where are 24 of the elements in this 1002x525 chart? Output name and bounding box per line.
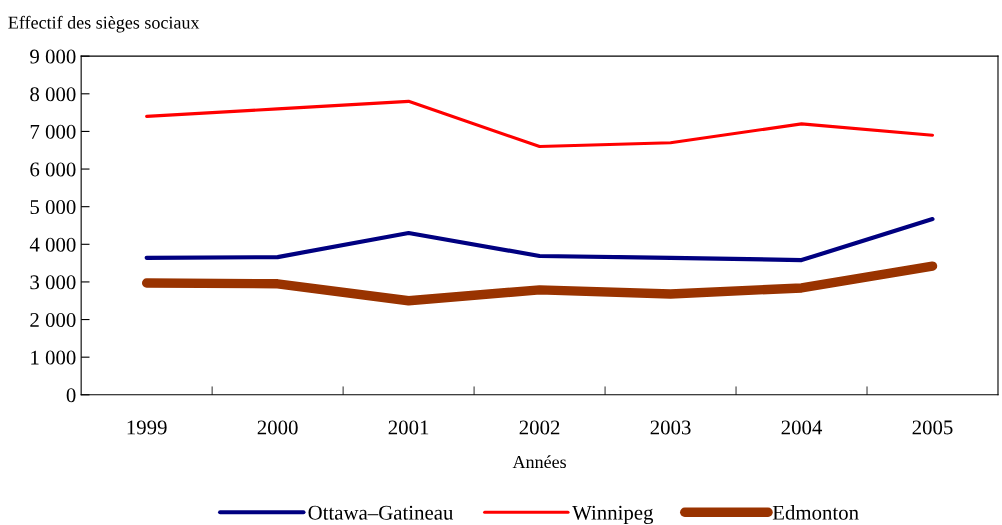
x-axis-title: Années <box>512 455 566 469</box>
legend-label: Winnipeg <box>572 505 654 525</box>
x-tick-label: 2002 <box>519 420 560 435</box>
y-tick-label: 0 <box>66 388 76 403</box>
y-tick-label: 8 000 <box>30 87 76 102</box>
x-tick-label: 2000 <box>257 420 298 435</box>
x-tick-label: 2004 <box>781 420 823 435</box>
y-tick-label: 6 000 <box>30 162 76 177</box>
x-tick-label: 2001 <box>388 420 429 435</box>
line-series <box>145 99 935 149</box>
y-tick-label: 9 000 <box>30 49 76 64</box>
y-axis-title: Effectif des sièges sociaux <box>8 15 200 33</box>
y-tick-label: 4 000 <box>29 237 76 252</box>
line-series <box>144 217 935 263</box>
x-tick-label: 1999 <box>127 420 167 435</box>
x-tick-label: 2005 <box>912 420 953 435</box>
x-tick-label: 2003 <box>650 420 691 435</box>
y-tick-label: 3 000 <box>30 275 76 290</box>
y-tick-label: 7 000 <box>30 124 76 139</box>
legend-label: Ottawa–Gatineau <box>308 505 454 520</box>
y-tick-label: 2 000 <box>30 312 76 327</box>
legend-label: Edmonton <box>772 505 859 520</box>
y-tick-label: 1 000 <box>31 350 76 365</box>
y-tick-label: 5 000 <box>30 200 76 215</box>
